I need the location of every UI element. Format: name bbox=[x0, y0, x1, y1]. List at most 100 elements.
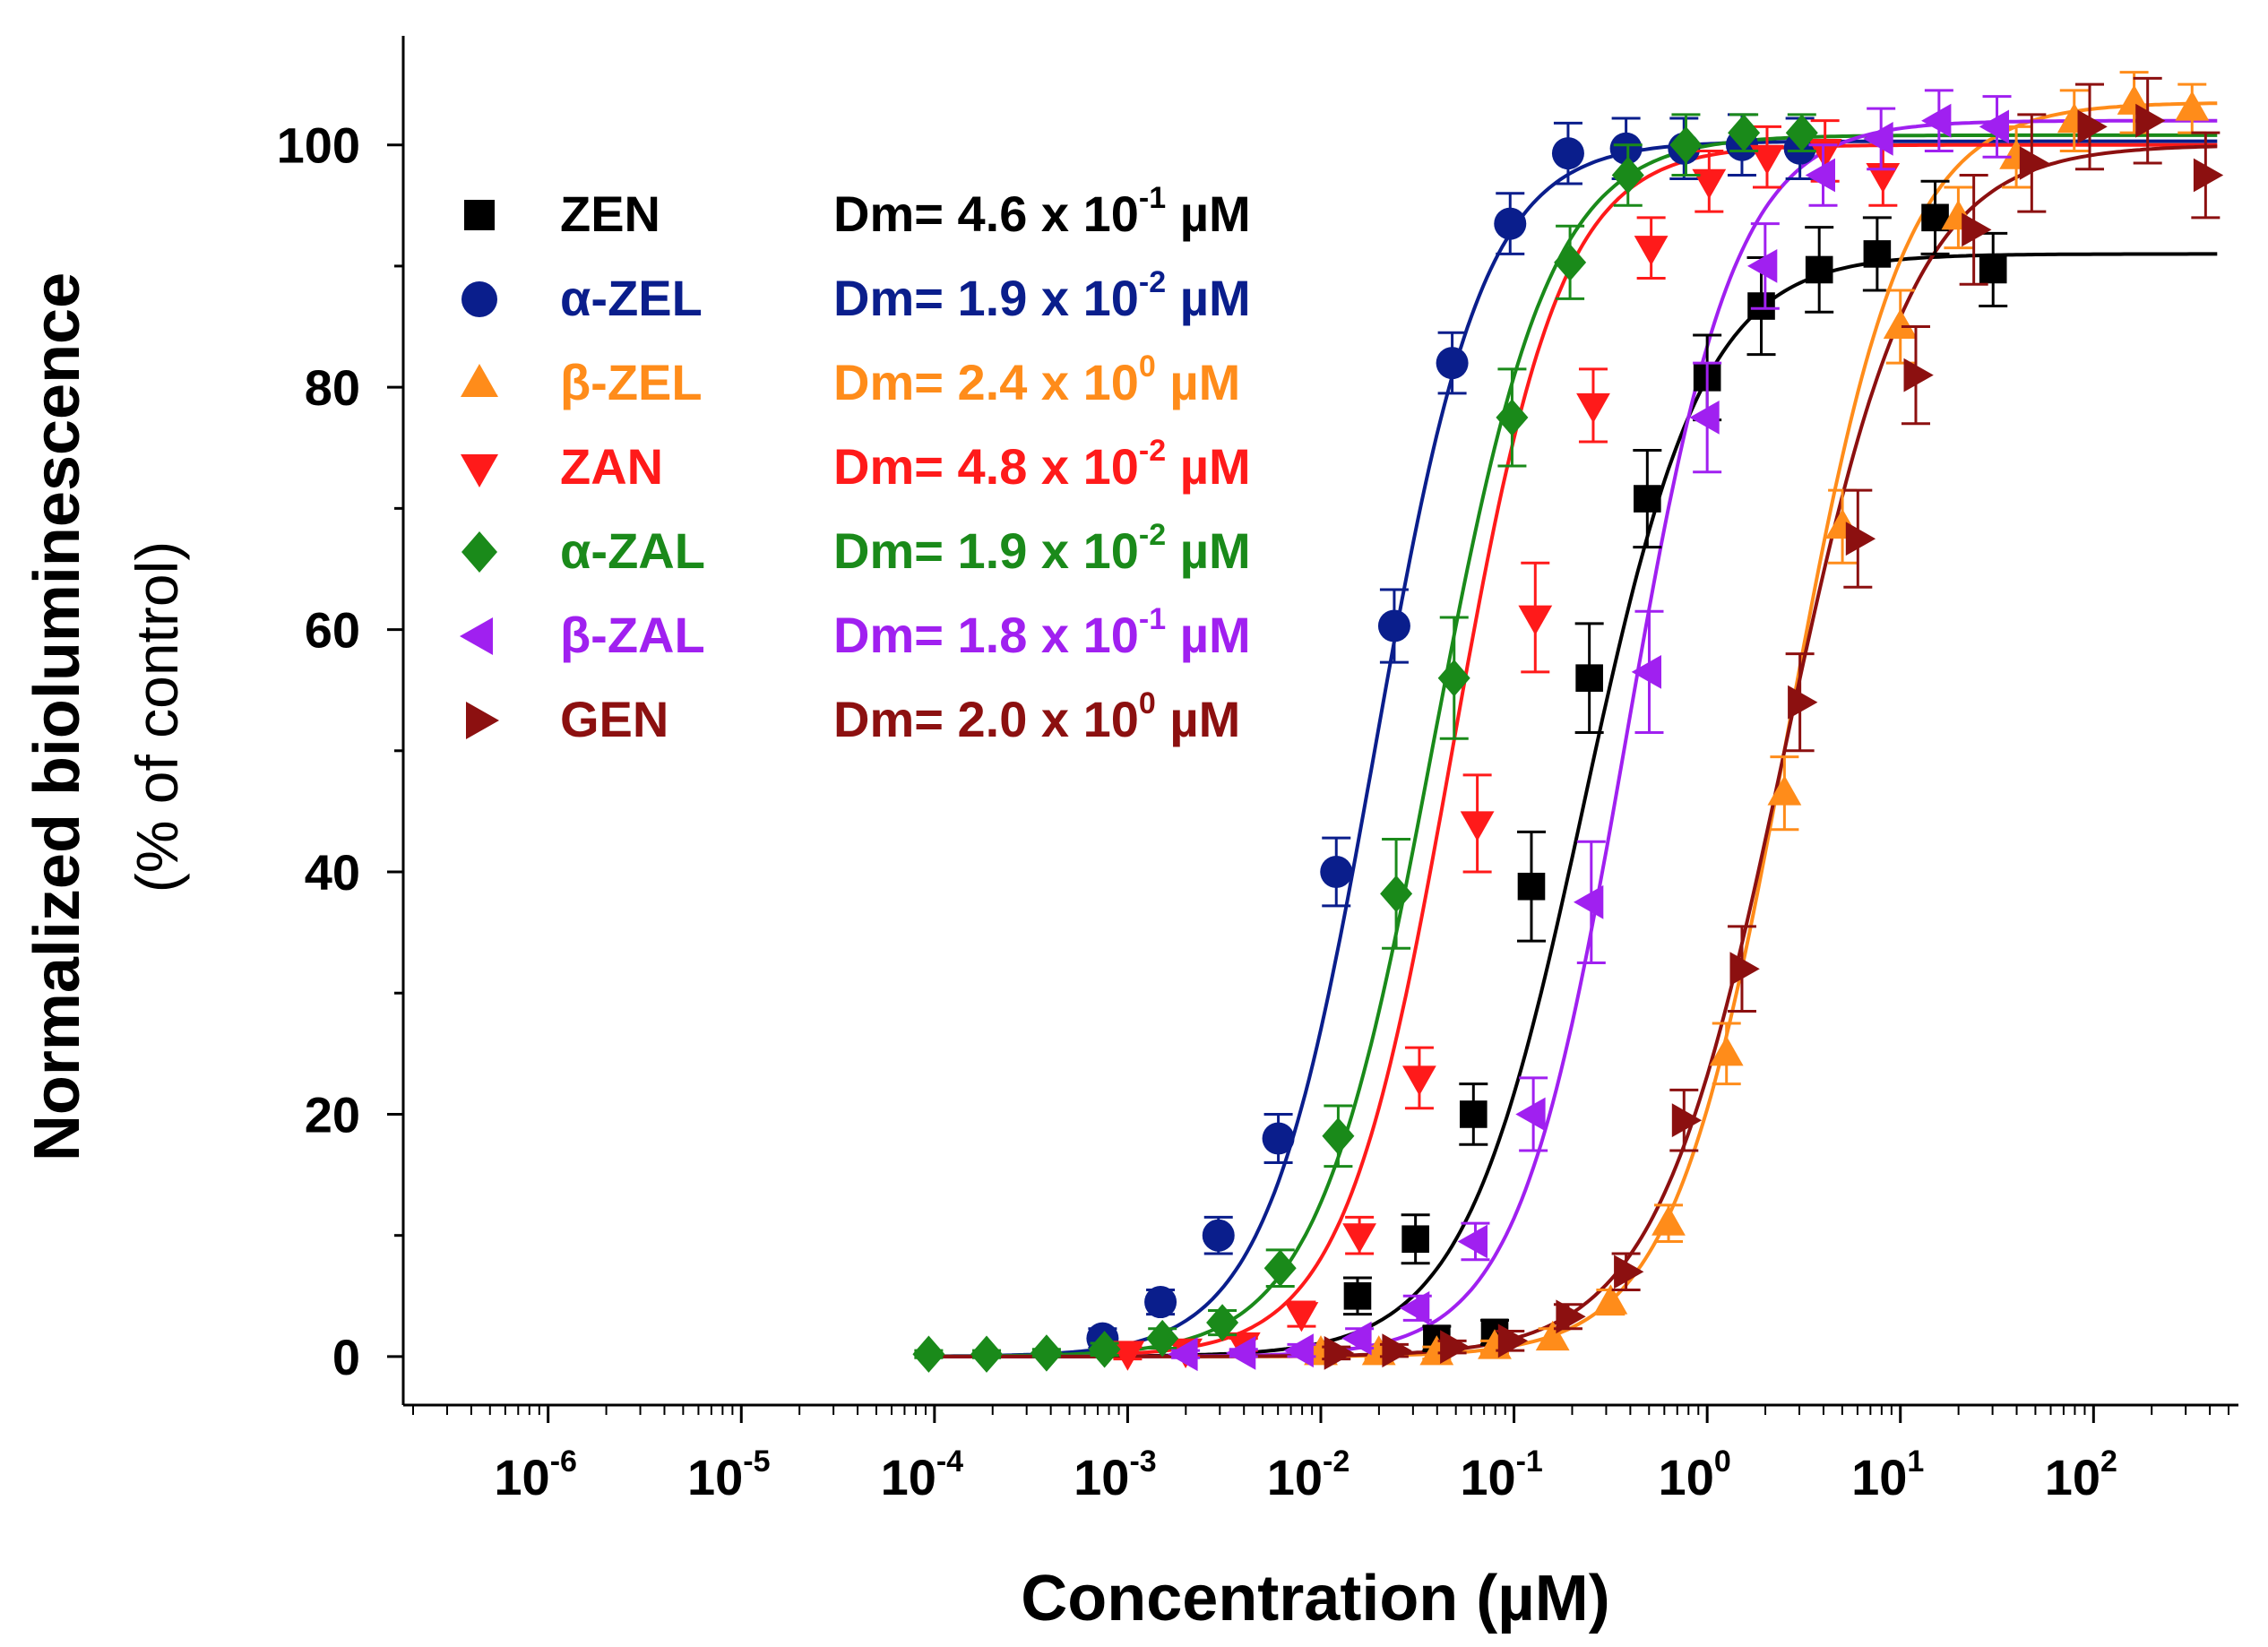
data-point bbox=[1921, 103, 1952, 138]
data-point bbox=[1669, 126, 1703, 164]
x-tick-base: 10 bbox=[1074, 1449, 1129, 1505]
data-point bbox=[1634, 236, 1669, 266]
x-tick-base: 10 bbox=[1659, 1449, 1714, 1505]
dm-exponent: -2 bbox=[1139, 265, 1166, 299]
x-tick-exponent: -3 bbox=[1129, 1444, 1156, 1479]
y-tick-label: 100 bbox=[277, 117, 360, 174]
data-point bbox=[1342, 1223, 1376, 1254]
data-point bbox=[1457, 1224, 1488, 1259]
data-point bbox=[1517, 872, 1546, 901]
x-tick-exponent: -5 bbox=[743, 1444, 770, 1479]
x-tick-label: 10-5 bbox=[687, 1444, 771, 1505]
data-point bbox=[1518, 605, 1553, 635]
legend-item-α-ZAL: α-ZAL Dm= 1.9 x 10-2 µM bbox=[461, 518, 1251, 579]
legend-label: α-ZEL bbox=[560, 270, 703, 326]
data-point bbox=[1440, 1330, 1470, 1364]
x-tick-base: 10 bbox=[687, 1449, 743, 1505]
y-axis-title: Normalized bioluminescence bbox=[22, 272, 93, 1161]
dm-unit: µM bbox=[1166, 185, 1250, 242]
legend: ZEN Dm= 4.6 x 10-1 µM α-ZEL Dm= 1.9 x 10-2 … bbox=[460, 181, 1251, 747]
data-point bbox=[1226, 1336, 1256, 1370]
dm-unit: µM bbox=[1166, 522, 1250, 579]
data-point bbox=[1030, 1334, 1063, 1372]
data-point bbox=[1382, 1333, 1412, 1368]
axis-titles: Concentration (µM) Normalized biolumines… bbox=[22, 272, 1610, 1634]
data-point bbox=[1496, 399, 1529, 436]
data-point bbox=[1903, 358, 1934, 392]
x-tick-base: 10 bbox=[1460, 1449, 1515, 1505]
dm-unit: µM bbox=[1156, 691, 1240, 747]
legend-item-α-ZEL: α-ZEL Dm= 1.9 x 10-2 µM bbox=[461, 265, 1251, 326]
legend-dm-value: Dm= 1.9 x 10-2 µM bbox=[833, 518, 1251, 579]
data-point bbox=[1728, 114, 1761, 151]
data-point bbox=[1805, 255, 1833, 284]
data-point bbox=[1634, 485, 1661, 513]
data-point bbox=[1322, 1117, 1355, 1155]
series-β-ZAL bbox=[1168, 89, 2012, 1372]
legend-item-β-ZAL: β-ZAL Dm= 1.8 x 10-1 µM bbox=[460, 602, 1251, 663]
dm-exponent: -1 bbox=[1139, 181, 1166, 215]
data-point bbox=[1747, 292, 1775, 320]
x-tick-exponent: 1 bbox=[1907, 1444, 1924, 1479]
data-point bbox=[1574, 884, 1604, 919]
x-tick-label: 10-3 bbox=[1074, 1444, 1157, 1505]
dm-unit: µM bbox=[1166, 607, 1250, 663]
x-tick-base: 10 bbox=[1267, 1449, 1323, 1505]
x-tick-exponent: 0 bbox=[1714, 1444, 1731, 1479]
legend-marker bbox=[461, 454, 498, 487]
dm-exponent: 0 bbox=[1139, 686, 1156, 720]
data-point bbox=[2175, 91, 2210, 121]
dm-unit: µM bbox=[1156, 354, 1240, 410]
x-tick-label: 10-1 bbox=[1460, 1444, 1543, 1505]
data-point bbox=[1284, 1302, 1319, 1332]
data-point bbox=[970, 1335, 1003, 1373]
data-point bbox=[1689, 401, 1720, 435]
data-point bbox=[1497, 1324, 1529, 1358]
data-point bbox=[1805, 158, 1835, 193]
x-tick-exponent: 2 bbox=[2100, 1444, 2117, 1479]
legend-marker bbox=[466, 702, 499, 739]
data-point bbox=[1535, 1320, 1570, 1351]
data-point bbox=[1614, 1255, 1644, 1289]
data-point bbox=[2019, 146, 2050, 180]
x-tick-base: 10 bbox=[881, 1449, 936, 1505]
data-point bbox=[2117, 84, 2152, 115]
legend-dm-value: Dm= 1.9 x 10-2 µM bbox=[833, 265, 1251, 326]
dm-exponent: -2 bbox=[1139, 518, 1166, 552]
legend-label: β-ZEL bbox=[560, 354, 703, 410]
legend-marker bbox=[460, 617, 493, 655]
x-tick-label: 10-4 bbox=[881, 1444, 964, 1505]
data-point bbox=[1807, 139, 1842, 169]
dm-exponent: 0 bbox=[1139, 349, 1156, 384]
legend-item-ZEN: ZEN Dm= 4.6 x 10-1 µM bbox=[464, 181, 1251, 242]
data-point bbox=[1144, 1286, 1177, 1319]
x-tick-label: 10-2 bbox=[1267, 1444, 1350, 1505]
dm-mantissa: Dm= 2.4 x 10 bbox=[833, 354, 1139, 410]
legend-dm-value: Dm= 2.0 x 100 µM bbox=[833, 686, 1240, 747]
dm-mantissa: Dm= 1.9 x 10 bbox=[833, 522, 1139, 579]
data-point bbox=[1341, 1321, 1372, 1356]
legend-label: GEN bbox=[560, 691, 668, 747]
x-axis-title: Concentration (µM) bbox=[1021, 1563, 1609, 1634]
data-point bbox=[1436, 347, 1469, 380]
dm-unit: µM bbox=[1166, 270, 1250, 326]
data-point bbox=[1494, 207, 1527, 240]
data-point bbox=[1377, 609, 1410, 642]
y-tick-label: 0 bbox=[332, 1329, 360, 1385]
data-point bbox=[1729, 952, 1760, 987]
y-tick-label: 80 bbox=[305, 359, 360, 416]
x-tick-base: 10 bbox=[1851, 1449, 1907, 1505]
x-tick-label: 101 bbox=[1851, 1444, 1924, 1505]
x-tick-label: 100 bbox=[1659, 1444, 1731, 1505]
x-tick-base: 10 bbox=[494, 1449, 549, 1505]
data-point bbox=[1551, 137, 1584, 170]
x-tick-label: 102 bbox=[2045, 1444, 2117, 1505]
data-point bbox=[1709, 1036, 1744, 1066]
data-point bbox=[1515, 1097, 1546, 1132]
legend-label: α-ZAL bbox=[560, 522, 705, 579]
data-point bbox=[1767, 775, 1802, 806]
data-point bbox=[1206, 1304, 1239, 1341]
data-point bbox=[1785, 114, 1818, 151]
